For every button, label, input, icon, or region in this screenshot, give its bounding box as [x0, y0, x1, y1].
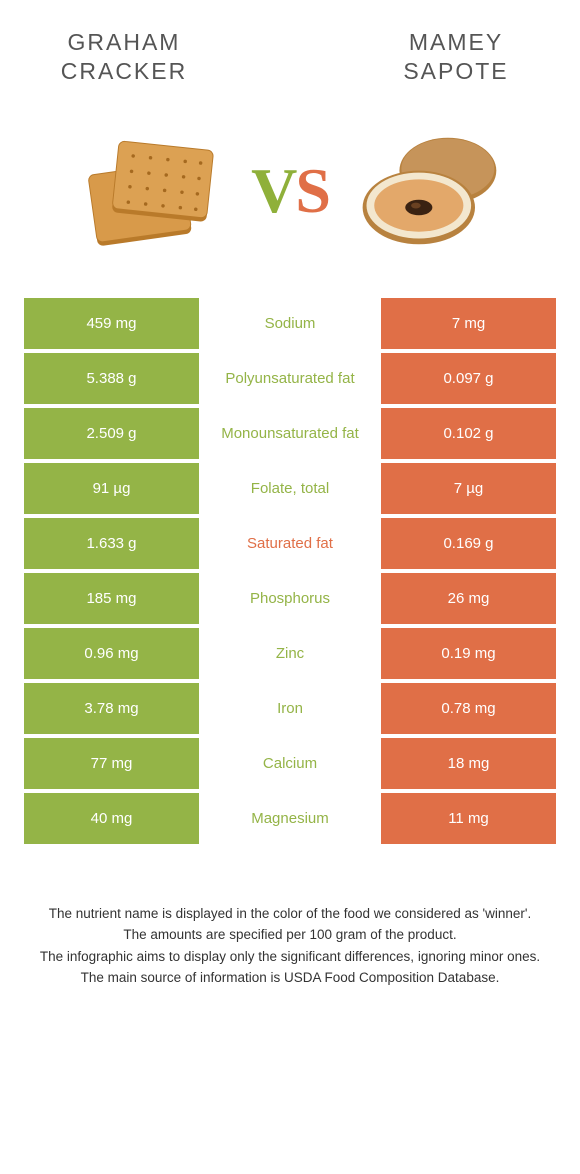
nutrient-left-value: 1.633 g [24, 518, 199, 569]
nutrient-row: 185 mgPhosphorus26 mg [24, 573, 556, 624]
footer-line: The infographic aims to display only the… [30, 947, 550, 967]
nutrient-row: 91 µgFolate, total7 µg [24, 463, 556, 514]
nutrient-row: 77 mgCalcium18 mg [24, 738, 556, 789]
nutrient-right-value: 0.19 mg [381, 628, 556, 679]
nutrient-label: Polyunsaturated fat [199, 353, 381, 404]
nutrient-right-value: 7 µg [381, 463, 556, 514]
nutrient-row: 1.633 gSaturated fat0.169 g [24, 518, 556, 569]
nutrient-label: Monounsaturated fat [199, 408, 381, 459]
nutrient-left-value: 0.96 mg [24, 628, 199, 679]
nutrient-label: Calcium [199, 738, 381, 789]
food-right-title: MAMEY SAPOTE [356, 28, 556, 86]
nutrient-left-value: 3.78 mg [24, 683, 199, 734]
footer-line: The main source of information is USDA F… [30, 968, 550, 988]
nutrient-row: 5.388 gPolyunsaturated fat0.097 g [24, 353, 556, 404]
nutrient-right-value: 0.78 mg [381, 683, 556, 734]
nutrient-label: Sodium [199, 298, 381, 349]
nutrient-row: 3.78 mgIron0.78 mg [24, 683, 556, 734]
nutrient-left-value: 40 mg [24, 793, 199, 844]
nutrient-left-value: 5.388 g [24, 353, 199, 404]
nutrient-right-value: 7 mg [381, 298, 556, 349]
footer-notes: The nutrient name is displayed in the co… [24, 904, 556, 988]
nutrient-row: 0.96 mgZinc0.19 mg [24, 628, 556, 679]
nutrient-label: Zinc [199, 628, 381, 679]
nutrient-row: 40 mgMagnesium11 mg [24, 793, 556, 844]
nutrient-left-value: 459 mg [24, 298, 199, 349]
nutrient-right-value: 0.102 g [381, 408, 556, 459]
nutrient-right-value: 11 mg [381, 793, 556, 844]
nutrient-row: 459 mgSodium7 mg [24, 298, 556, 349]
food-left-title: GRAHAM CRACKER [24, 28, 224, 86]
header: GRAHAM CRACKER MAMEY SAPOTE [24, 28, 556, 86]
nutrient-right-value: 0.169 g [381, 518, 556, 569]
nutrient-left-value: 185 mg [24, 573, 199, 624]
nutrient-right-value: 0.097 g [381, 353, 556, 404]
vs-label: VS [251, 154, 329, 228]
nutrient-table: 459 mgSodium7 mg5.388 gPolyunsaturated f… [24, 298, 556, 844]
nutrient-right-value: 26 mg [381, 573, 556, 624]
nutrient-row: 2.509 gMonounsaturated fat0.102 g [24, 408, 556, 459]
nutrient-left-value: 91 µg [24, 463, 199, 514]
food-left-image [74, 126, 229, 256]
footer-line: The nutrient name is displayed in the co… [30, 904, 550, 924]
nutrient-right-value: 18 mg [381, 738, 556, 789]
nutrient-label: Magnesium [199, 793, 381, 844]
nutrient-left-value: 77 mg [24, 738, 199, 789]
nutrient-label: Iron [199, 683, 381, 734]
footer-line: The amounts are specified per 100 gram o… [30, 925, 550, 945]
nutrient-label: Phosphorus [199, 573, 381, 624]
vs-row: VS [24, 126, 556, 256]
nutrient-label: Folate, total [199, 463, 381, 514]
food-right-image [351, 126, 506, 256]
nutrient-label: Saturated fat [199, 518, 381, 569]
nutrient-left-value: 2.509 g [24, 408, 199, 459]
